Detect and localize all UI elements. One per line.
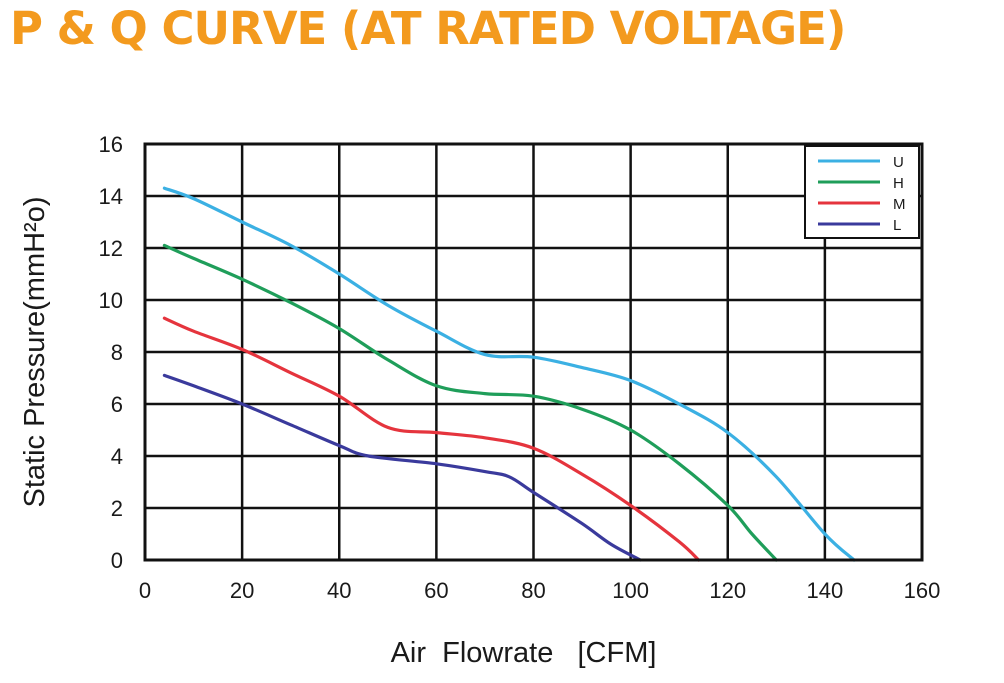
legend-label-u: U (893, 154, 904, 171)
legend-label-l: L (893, 217, 901, 234)
plot-frame (143, 142, 924, 562)
series-line-u (162, 186, 856, 562)
series-line-m (162, 316, 701, 562)
chart-title: P & Q CURVE (AT RATED VOLTAGE) (10, 2, 846, 55)
tick-labels: 0 20 40 60 80 100 120 140 160 0 2 4 6 8 10 12 14 16 (99, 132, 941, 603)
x-tick-label: 80 (521, 578, 545, 603)
x-tick-label: 60 (424, 578, 448, 603)
series-line-h (162, 243, 778, 562)
x-tick-label: 40 (327, 578, 351, 603)
y-axis-label: Static Pressure(mmH²o) (19, 197, 51, 508)
y-tick-label: 12 (99, 236, 123, 261)
series-lines (162, 186, 856, 562)
legend-label-m: M (893, 196, 906, 213)
y-tick-label: 0 (111, 548, 123, 573)
x-tick-label: 100 (612, 578, 649, 603)
x-tick-label: 20 (230, 578, 254, 603)
x-tick-label: 160 (904, 578, 941, 603)
legend-label-h: H (893, 175, 904, 192)
grid (145, 144, 922, 560)
series-line-l (162, 373, 642, 562)
y-tick-label: 16 (99, 132, 123, 157)
y-tick-label: 10 (99, 288, 123, 313)
x-tick-label: 120 (709, 578, 746, 603)
x-tick-label: 0 (139, 578, 151, 603)
x-tick-label: 140 (807, 578, 844, 603)
y-tick-label: 8 (111, 340, 123, 365)
y-tick-label: 14 (99, 184, 123, 209)
y-tick-label: 6 (111, 392, 123, 417)
y-tick-label: 4 (111, 444, 123, 469)
x-axis-label: Air Flowrate [CFM] (391, 637, 657, 669)
y-tick-label: 2 (111, 496, 123, 521)
